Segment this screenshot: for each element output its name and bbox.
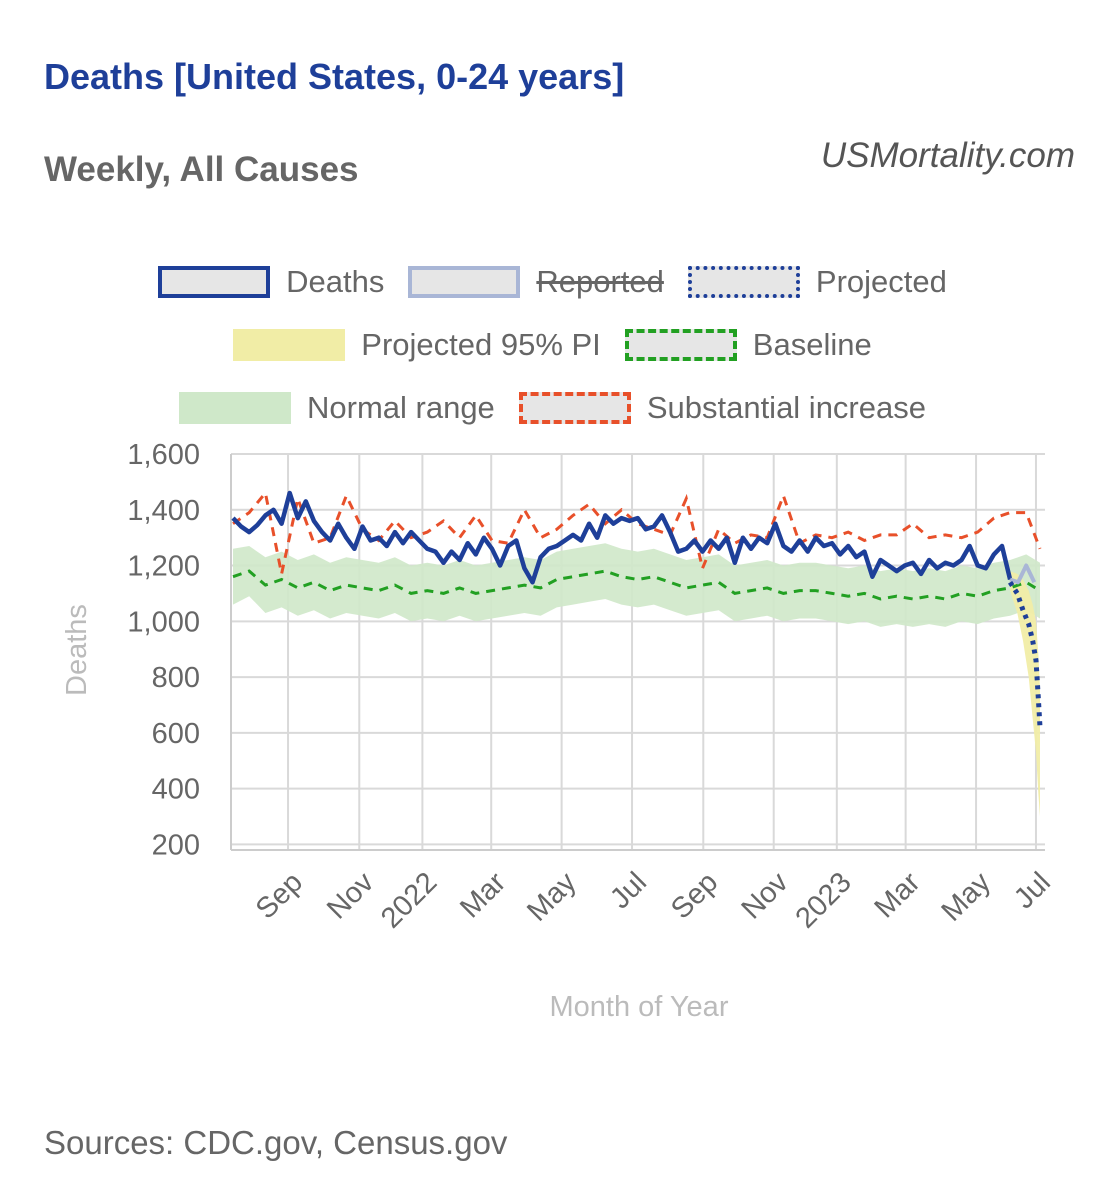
legend-item-baseline[interactable]: Baseline [624,327,872,363]
legend-item-reported[interactable]: Reported [408,264,664,300]
legend-item-normal[interactable]: Normal range [179,390,495,426]
legend-swatch-deaths [158,266,271,298]
y-axis: 1,600 1,400 1,200 1,000 800 600 400 200 [127,439,200,861]
x-tick-label: Sep [250,866,309,925]
y-tick-label: 400 [152,774,200,806]
legend-label-normal: Normal range [307,390,495,425]
y-tick-label: 1,600 [127,439,200,471]
x-tick-label: Sep [665,866,724,925]
site-watermark: USMortality.com [820,136,1075,175]
projected-line [1008,580,1043,728]
y-tick-label: 600 [152,718,200,750]
legend-row-3: Normal range Substantial increase [0,390,1105,426]
legend-row-2: Projected 95% PI Baseline [0,327,1105,363]
chart-subtitle: Weekly, All Causes [44,150,359,189]
legend-item-deaths[interactable]: Deaths [158,264,384,300]
chart-title: Deaths [United States, 0-24 years] [44,56,625,97]
legend-row-1: Deaths Reported Projected [0,264,1105,300]
x-tick-label: Jul [1008,866,1057,915]
y-tick-label: 200 [152,829,200,861]
legend-swatch-baseline [624,329,737,361]
legend-label-reported: Reported [536,264,664,299]
x-tick-label: Nov [736,866,795,925]
x-tick-label: 2022 [375,866,443,934]
legend-swatch-projected [687,266,800,298]
legend-label-increase: Substantial increase [646,390,926,425]
y-tick-label: 1,200 [127,551,200,583]
x-tick-label: May [521,866,583,928]
legend-label-baseline: Baseline [752,327,872,362]
x-tick-label: Mar [869,866,927,924]
legend-item-projected[interactable]: Projected [687,264,947,300]
gridlines [230,453,1045,851]
deaths-recent-line [1009,563,1037,585]
x-tick-label: Mar [454,866,512,924]
legend-swatch-reported [408,266,521,298]
legend-swatch-normal [179,392,291,424]
legend-label-deaths: Deaths [286,264,385,299]
legend-label-projected: Projected [815,264,947,299]
x-axis-title: Month of Year [550,991,729,1023]
y-axis-title: Deaths [61,604,93,696]
legend-swatch-pi [233,329,346,361]
legend-label-pi: Projected 95% PI [361,327,601,362]
y-tick-label: 800 [152,662,200,694]
legend-item-pi[interactable]: Projected 95% PI [233,327,601,363]
legend-item-increase[interactable]: Substantial increase [518,390,926,426]
deaths-line [231,490,1013,585]
x-tick-label: Nov [321,866,380,925]
normal-range-band [233,543,1040,627]
y-tick-label: 1,400 [127,495,200,527]
chart-marks [231,489,1043,817]
x-tick-label: 2023 [790,866,858,934]
legend-swatch-increase [518,392,631,424]
source-note: Sources: CDC.gov, Census.gov [44,1124,508,1161]
x-tick-label: May [936,866,998,928]
y-tick-label: 1,000 [127,606,200,638]
x-tick-label: Jul [604,866,653,915]
baseline-line [232,569,1041,601]
